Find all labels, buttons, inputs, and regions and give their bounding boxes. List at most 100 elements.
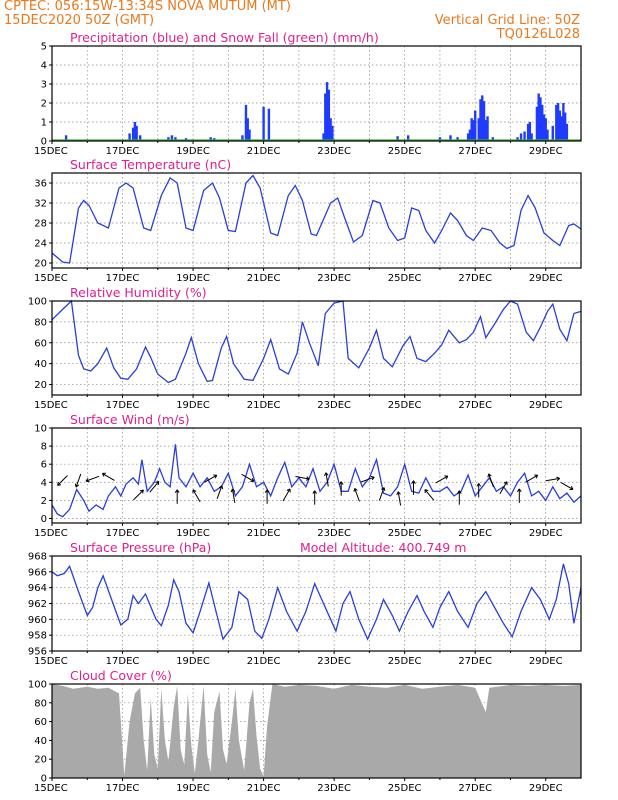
precip-bar [468,129,472,141]
panel2-title: Surface Temperature (nC) [70,157,231,172]
wind-arrowhead [424,489,429,494]
precip-bar [167,137,170,141]
wind-arrowhead [338,481,344,485]
panel1-xtick-label: 17DEC [106,146,140,157]
panel4-frame [51,427,582,524]
panel6-ytick-label: 80 [34,698,47,709]
precip-bar [331,125,334,141]
panel1-ytick-label: 4 [41,61,47,72]
header-code: TQ0126L028 [496,27,580,42]
panel2-ytick-label: 32 [34,199,47,210]
precip-bar [530,133,533,141]
wind-arrow [435,475,449,484]
wind-arrowhead [457,490,462,494]
precip-bar [174,137,177,141]
header-station: CPTEC: 056:15W-13:34S NOVA MUTUM (MT) [4,0,291,14]
panel4-xtick-label: 17DEC [106,528,140,539]
wind-arrow [545,477,560,482]
panel6-ytick-label: 100 [28,680,47,691]
precip-bar [481,95,484,141]
panel1-frame [51,45,582,142]
panel1-ytick-label: 0 [41,137,47,148]
precip-bar [64,135,68,141]
wind-arrowhead [396,491,401,496]
precip-bar [396,136,399,141]
wind-arrowhead [213,474,218,479]
panel4-xtick-label: 19DEC [176,528,210,539]
wind-arrow [295,476,310,480]
precip-bar [563,112,567,141]
wind-arrowhead [85,478,90,483]
panel1-xtick-label: 27DEC [458,146,492,157]
precip-bar [322,133,325,141]
wind-arrow [378,487,385,501]
precip-bar [133,122,137,141]
precip-bar [484,120,487,141]
panel6-xtick-label: 17DEC [106,783,140,794]
wind-arrowhead [556,476,561,482]
panel2-xtick-label: 17DEC [106,273,140,284]
panel6-title: Cloud Cover (%) [70,668,172,683]
wind-arrowhead [381,487,386,492]
panel3-xtick-label: 19DEC [176,400,210,411]
panel6-ytick-label: 0 [41,774,47,785]
wind-arrowhead [174,489,180,493]
wind-arrowhead [370,475,375,481]
wind-arrowhead [264,489,270,493]
panel3-frame [51,300,582,396]
precip-bar [267,108,271,141]
panel2-xtick-label: 29DEC [529,273,563,284]
precip-bar [541,104,544,141]
wind-arrowhead [487,473,492,478]
precip-bar [562,103,565,141]
precip-bar [244,104,248,141]
panel3-xtick-label: 17DEC [106,400,140,411]
panel1-ytick-label: 3 [41,80,47,91]
wind-arrowhead [516,488,522,493]
panel6-xtick-label: 21DEC [247,783,281,794]
panel6-frame [51,683,582,779]
panel5-xtick-label: 23DEC [317,656,351,667]
precip-bar [329,118,332,141]
panel5-ytick-label: 960 [28,615,47,626]
precip-bar [544,118,547,141]
wind-arrowhead [101,472,106,477]
panel4-title: Surface Wind (m/s) [70,412,190,427]
precip-bar [551,125,554,141]
wind-arrowhead [305,476,310,481]
wind-arrow [231,488,236,503]
precip-bar [131,127,135,141]
precip-bar [565,123,569,141]
panel2-frame [51,172,582,269]
precip-bar [138,135,142,141]
wind-arrowhead [353,488,358,492]
panel2-xtick-label: 15DEC [34,273,68,284]
panel2-xtick-label: 21DEC [247,273,281,284]
wind-arrowhead [74,483,80,488]
panel4-xtick-label: 29DEC [529,528,563,539]
panel5-xtick-label: 19DEC [176,656,210,667]
wind-arrow [102,472,115,481]
panel5-xtick-label: 27DEC [458,656,492,667]
precip-bar [556,103,560,141]
panel5-ytick-label: 966 [28,567,47,578]
wind-arrowhead [476,483,482,487]
wind-arrow [424,489,435,501]
wind-arrowhead [534,474,539,479]
precip-bar [466,133,470,141]
panel4-ytick-label: 8 [41,442,47,453]
wind-arrow [204,474,218,483]
panel3-ytick-label: 40 [34,359,47,370]
panel3-ytick-label: 20 [34,380,47,391]
panel3-ytick-label: 60 [34,338,47,349]
panel3-ytick-label: 100 [28,297,47,308]
panel6-xtick-label: 19DEC [176,783,210,794]
precip-bar [477,118,480,141]
header-run: 15DEC2020 50Z (GMT) [4,13,155,28]
precip-bar [248,129,251,141]
cloud-area [52,684,581,778]
panel5-xtick-label: 17DEC [106,656,140,667]
precip-bar [325,82,329,141]
panel5-ytick-label: 964 [28,583,47,594]
